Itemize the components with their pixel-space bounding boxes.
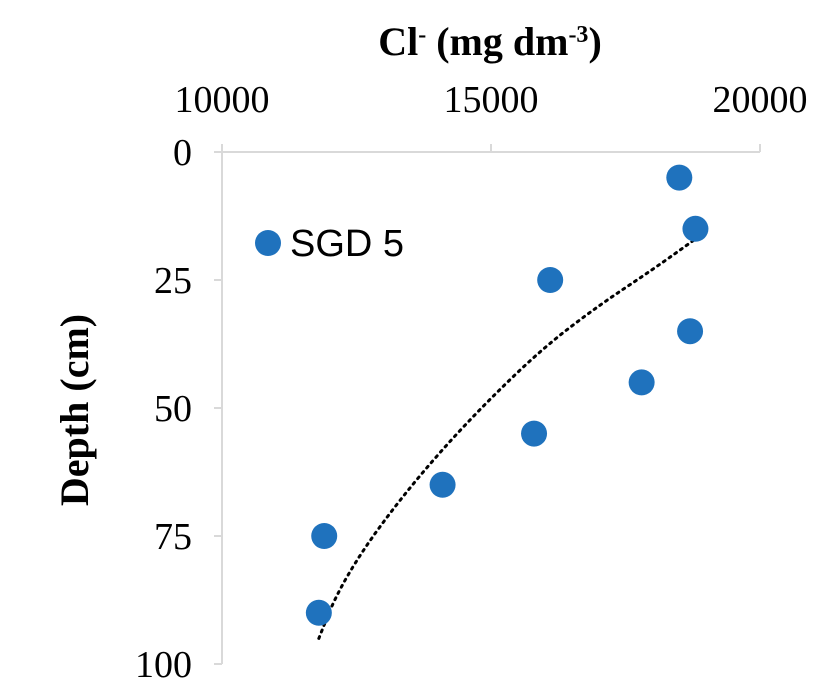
data-point bbox=[537, 267, 564, 293]
y-tick-label: 25 bbox=[154, 260, 192, 302]
y-tick-label: 100 bbox=[135, 644, 192, 686]
tick-labels: 10000 15000 20000 0 25 50 75 100 bbox=[135, 79, 808, 686]
x-tick-label: 15000 bbox=[444, 79, 539, 121]
data-point bbox=[521, 420, 548, 447]
axes bbox=[214, 144, 761, 665]
legend-marker bbox=[255, 230, 281, 256]
y-tick-label: 0 bbox=[173, 132, 192, 174]
data-point bbox=[311, 523, 338, 549]
legend-label: SGD 5 bbox=[290, 223, 404, 265]
x-tick-label: 10000 bbox=[175, 79, 270, 121]
data-point bbox=[682, 215, 709, 242]
data-point bbox=[429, 471, 456, 498]
data-point bbox=[666, 164, 693, 191]
x-tick-label: 20000 bbox=[713, 79, 808, 121]
trendline bbox=[317, 237, 697, 640]
x-axis-title: Cl- (mg dm-3) bbox=[378, 19, 602, 64]
y-axis-title: Depth (cm) bbox=[52, 314, 97, 506]
data-point bbox=[628, 369, 655, 396]
legend: SGD 5 bbox=[255, 223, 404, 265]
data-point bbox=[677, 318, 704, 345]
data-point bbox=[305, 599, 332, 626]
data-points bbox=[305, 164, 709, 626]
trendline-group bbox=[317, 237, 697, 640]
y-tick-label: 75 bbox=[154, 516, 192, 558]
y-tick-label: 50 bbox=[154, 388, 192, 430]
